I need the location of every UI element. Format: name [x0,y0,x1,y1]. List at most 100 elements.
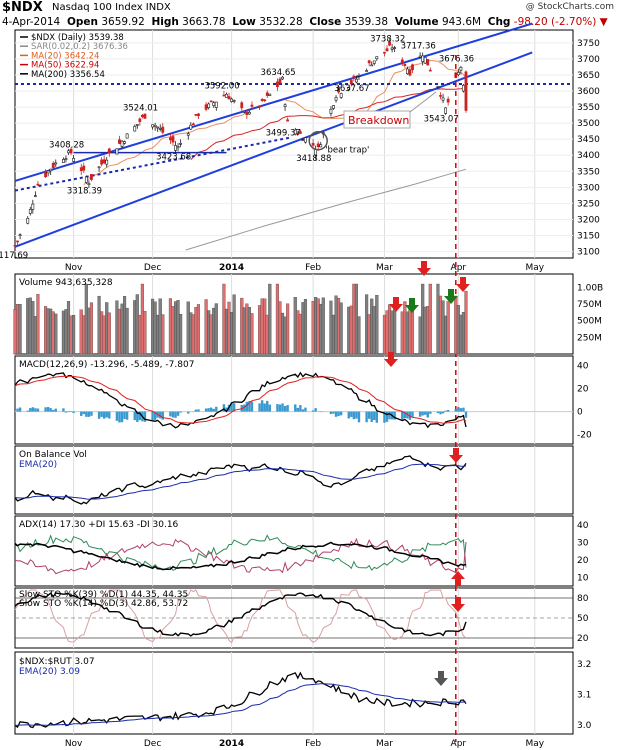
macd-hist-bar [304,407,307,412]
macd-hist-bar [46,406,50,412]
ma50-line [190,87,467,160]
month-label: May [525,739,544,749]
volume-bar [227,301,231,355]
macd-hist-bar [459,408,463,412]
macd-hist-bar [350,411,353,417]
macd-hist-bar [248,401,251,412]
panel-frame-2 [14,355,574,445]
volume-bar [316,298,320,355]
price-annotation: 3717.36 [401,41,436,51]
bear-trap-label: 'bear trap' [325,146,369,156]
sto-slow-line [14,592,467,637]
candle-body [462,85,465,92]
obv-line [14,455,467,505]
macd-hist-bar [115,411,119,421]
macd-hist-bar [334,411,338,417]
candle-body [97,166,101,169]
price-tick-label: 3200 [577,215,600,225]
red-down-arrow-icon [417,261,431,276]
candle-body [209,100,213,103]
volume-bar [263,298,267,355]
candle-body [393,47,397,49]
candle-body [232,100,236,102]
volume-bar [280,312,285,355]
red-up-arrow-icon [451,571,465,586]
ratio-tick-label: 3.1 [577,691,591,701]
macd-hist-bar [67,410,70,412]
candle-body [102,159,106,164]
candle-body [51,162,55,168]
macd-title: MACD(12,26,9) -13.296, -5.489, -7.807 [19,360,194,370]
volume-bar [156,314,160,355]
macd-hist-bar [133,411,136,421]
candle-body [263,99,267,101]
candle-body [90,174,93,180]
volume-bar [446,301,450,355]
volume-bar [230,312,234,355]
candle-body [189,124,193,130]
macd-hist-bar [80,411,83,416]
candle-body [385,48,389,52]
price-tick-label: 3150 [577,232,600,242]
macd-hist-bar [187,411,190,414]
volume-bar [232,294,236,355]
volume-bar [69,315,73,355]
volume-bar [49,308,53,355]
candle-body [67,150,70,154]
candle-body [62,159,65,163]
candle-body [286,119,290,122]
macd-hist-bar [151,411,154,422]
macd-hist-bar [283,405,287,412]
ratio-tick-label: 3.2 [577,660,591,670]
ratio-tick-label: 3.0 [577,721,592,731]
macd-hist-bar [138,411,142,421]
macd-hist-bar [268,404,271,412]
volume-bar [311,301,315,355]
watermark: @ StockCharts.com [525,2,614,12]
candle-body [84,176,88,183]
price-tick-label: 3650 [577,71,600,81]
macd-tick-label: 40 [577,361,589,371]
candle-body [329,108,333,114]
candle-body [375,56,379,60]
volume-bar [107,312,111,355]
channel-line [14,22,533,182]
candle-body [33,195,37,197]
macd-tick-label: 0 [577,408,583,418]
macd-hist-bar [299,405,302,412]
price-tick-label: 3250 [577,199,600,209]
candle-body [240,102,244,109]
candle-body [248,112,251,115]
low-label: Low [232,16,256,28]
price-tick-label: 3450 [577,135,600,145]
macd-hist-bar [54,408,57,412]
volume-bar [117,308,122,355]
volume-bar [464,290,468,355]
macd-hist-bar [294,404,297,412]
candle-body [276,81,279,88]
month-label: Apr [451,739,467,749]
macd-hist-bar [266,400,269,412]
candle-body [250,104,254,107]
volume-bar [375,295,379,355]
candle-body [79,167,83,171]
volume-bar [372,306,376,355]
macd-hist-bar [225,407,228,412]
volume-bar [240,297,244,355]
breakdown-callout-text: Breakdown [348,114,409,127]
candle-body [370,64,374,67]
macd-hist-bar [426,411,429,418]
volume-bar [385,310,389,355]
candle-body [349,80,353,85]
volume-bar [120,303,124,355]
macd-hist-bar [250,401,254,412]
low-value: 3532.28 [259,16,303,28]
candle-body [28,209,32,214]
date-value: 4-Apr-2014 [2,16,61,28]
macd-hist-bar [367,411,371,419]
candle-body [140,114,144,118]
macd-hist-bar [26,410,29,412]
candle-body [436,86,440,88]
volume-bar [28,297,32,355]
price-tick-label: 3550 [577,103,600,113]
